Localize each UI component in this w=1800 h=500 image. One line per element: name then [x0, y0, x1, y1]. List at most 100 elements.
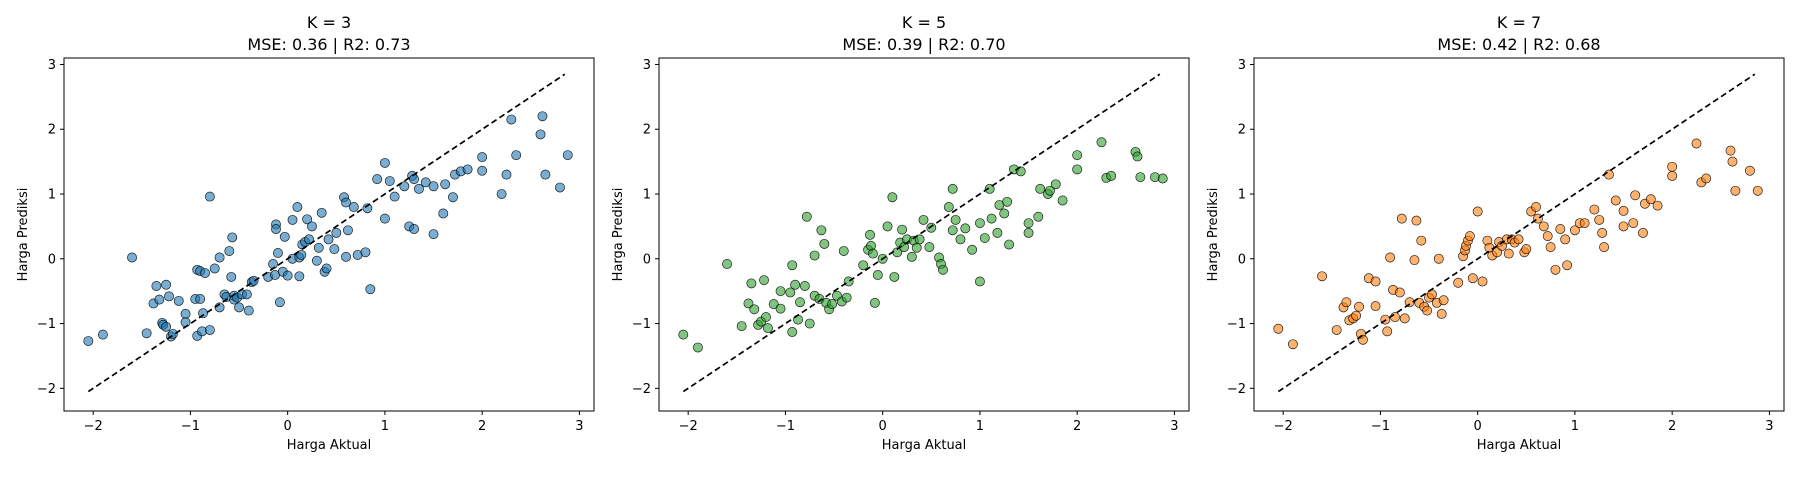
scatter-point	[1628, 218, 1639, 229]
x-axis-label: Harga Aktual	[882, 438, 967, 453]
scatter-point	[1411, 215, 1422, 226]
scatter-point	[1630, 190, 1641, 201]
scatter-point	[1538, 221, 1549, 232]
scatter-point	[1331, 325, 1342, 335]
scatter-point	[918, 214, 929, 225]
scatter-point	[1464, 231, 1475, 242]
scatter-point	[379, 157, 390, 168]
scatter-point	[214, 252, 225, 263]
scatter-point	[790, 279, 801, 290]
scatter-point	[1667, 161, 1678, 172]
reference-line	[682, 73, 1161, 393]
scatter-point	[1513, 234, 1524, 245]
scatter-point	[801, 211, 812, 222]
scatter-point	[1370, 276, 1381, 287]
scatter-point	[974, 218, 985, 229]
scatter-point	[535, 129, 546, 140]
scatter-point	[511, 150, 522, 161]
scatter-point	[501, 169, 512, 180]
scatter-point	[762, 323, 773, 334]
scatter-point	[243, 305, 254, 316]
scatter-point	[827, 299, 838, 310]
scatter-point	[979, 233, 990, 244]
scatter-point	[234, 302, 244, 313]
scatter-point	[1752, 185, 1763, 196]
scatter-point	[1135, 172, 1146, 183]
scatter-point	[736, 321, 747, 332]
chart-title: K = 5	[902, 13, 946, 32]
scatter-point	[282, 270, 293, 281]
scatter-point	[204, 191, 215, 202]
scatter-point	[154, 294, 165, 305]
scatter-point	[1503, 248, 1514, 259]
scatter-point	[1730, 185, 1741, 196]
chart-subtitle: MSE: 0.36 | R2: 0.73	[247, 35, 410, 54]
scatter-point	[302, 214, 313, 225]
scatter-point	[161, 279, 172, 290]
scatter-point	[323, 234, 334, 245]
scatter-panel-2: K = 5 MSE: 0.39 | R2: 0.70 −2 −1 0 1 2 3 −2 −1 0 1 2…	[611, 13, 1190, 453]
scatter-point	[974, 276, 985, 287]
scatter-point	[343, 225, 353, 236]
scatter-point	[438, 208, 449, 219]
scatter-point	[1727, 156, 1738, 167]
scatter-point	[816, 225, 827, 236]
scatter-point	[1287, 339, 1298, 350]
scatter-point	[180, 317, 191, 328]
scatter-point	[1044, 185, 1055, 196]
y-tick-label: −1	[1227, 317, 1246, 332]
x-tick-label: −2	[679, 419, 698, 434]
scatter-point	[83, 336, 94, 346]
scatter-point	[1072, 164, 1083, 175]
scatter-point	[311, 255, 322, 266]
scatter-point	[943, 202, 954, 212]
scatter-point	[819, 238, 830, 249]
scatter-point	[897, 224, 908, 235]
scatter-point	[1618, 205, 1629, 216]
scatter-point	[224, 246, 235, 256]
scatter-point	[389, 191, 400, 202]
x-tick-label: 1	[976, 419, 984, 434]
scatter-point	[540, 169, 551, 180]
y-axis-label: Harga Prediksi	[611, 188, 626, 282]
scatter-point	[316, 207, 327, 218]
scatter-point	[992, 227, 1003, 238]
scatter-point	[867, 248, 878, 259]
scatter-point	[960, 223, 971, 234]
y-tick-label: −1	[37, 317, 56, 332]
x-tick-label: 3	[1765, 419, 1773, 434]
y-tick-label: 2	[48, 123, 56, 138]
scatter-point	[1106, 170, 1117, 181]
scatter-point	[1701, 173, 1712, 184]
scatter-point	[477, 152, 488, 163]
scatter-point	[1072, 150, 1083, 161]
scatter-point	[127, 252, 138, 263]
scatter-point	[1394, 287, 1405, 298]
scatter-point	[882, 221, 893, 232]
scatter-point	[173, 295, 184, 306]
scatter-point	[787, 327, 798, 337]
scatter-point	[372, 174, 383, 185]
scatter-point	[195, 294, 206, 304]
chart-title: K = 7	[1497, 13, 1541, 32]
scatter-point	[1638, 227, 1648, 238]
y-tick-label: −2	[37, 382, 56, 397]
scatter-point	[292, 202, 303, 212]
y-tick-label: 1	[48, 188, 56, 203]
scatter-point	[722, 259, 733, 269]
scatter-point	[1132, 151, 1143, 162]
x-tick-label: 3	[1170, 419, 1178, 434]
scatter-point	[1354, 301, 1364, 312]
scatter-point	[1545, 242, 1556, 253]
scatter-point	[562, 150, 573, 161]
scatter-point	[384, 176, 395, 187]
scatter-point	[1317, 271, 1328, 282]
y-tick-label: 0	[48, 252, 56, 267]
scatter-point	[967, 244, 978, 255]
scatter-point	[268, 259, 279, 269]
y-tick-label: 0	[1238, 252, 1246, 267]
scatter-point	[1652, 200, 1663, 211]
scatter-point	[180, 308, 191, 319]
scatter-point	[496, 189, 507, 199]
scatter-point	[1035, 183, 1046, 194]
